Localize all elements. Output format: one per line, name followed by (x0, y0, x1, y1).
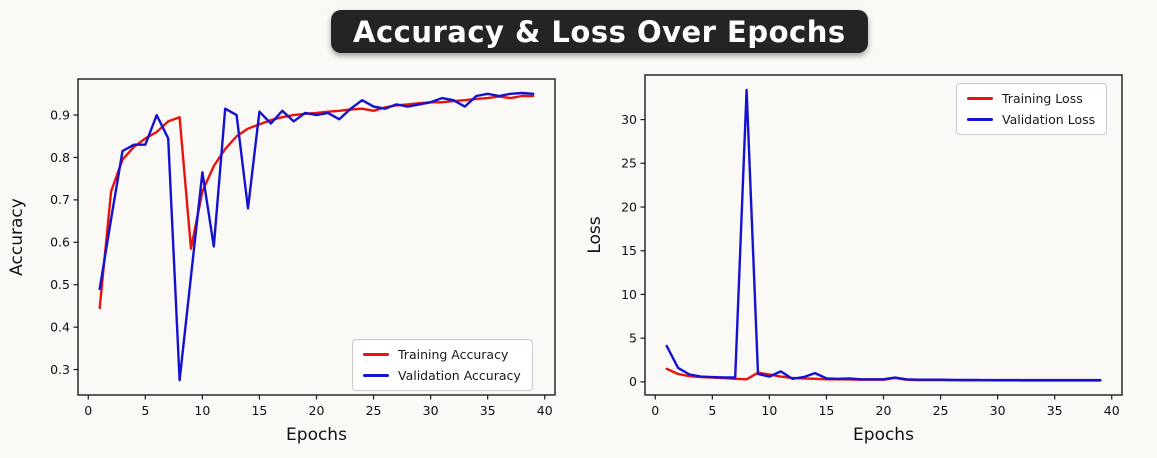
y-tick-label: 15 (621, 243, 637, 258)
y-tick-label: 25 (621, 156, 637, 171)
y-axis-label: Accuracy (7, 198, 27, 276)
y-tick-label: 0.8 (50, 150, 70, 165)
legend-label-validation-accuracy: Validation Accuracy (398, 368, 521, 383)
x-tick-label: 25 (933, 403, 949, 418)
y-tick-label: 0.5 (50, 277, 70, 292)
accuracy-legend: Training Accuracy Validation Accuracy (352, 339, 533, 391)
y-tick-label: 0.4 (50, 319, 70, 334)
x-axis-label: Epochs (853, 425, 914, 445)
y-tick-label: 5 (629, 330, 637, 345)
legend-label-training-accuracy: Training Accuracy (398, 347, 509, 362)
x-tick-label: 20 (876, 403, 892, 418)
loss-legend: Training Loss Validation Loss (956, 83, 1108, 135)
y-tick-label: 0 (629, 374, 637, 389)
x-tick-label: 5 (708, 403, 716, 418)
y-tick-label: 0.7 (50, 192, 70, 207)
x-tick-label: 15 (251, 403, 267, 418)
x-tick-label: 0 (84, 403, 92, 418)
x-tick-label: 20 (309, 403, 325, 418)
validation-loss-line-swatch (967, 118, 993, 121)
legend-label-validation-loss: Validation Loss (1002, 112, 1096, 127)
x-tick-label: 10 (761, 403, 777, 418)
legend-item-validation-loss: Validation Loss (967, 112, 1095, 127)
legend-item-training-loss: Training Loss (967, 91, 1095, 106)
x-tick-label: 30 (990, 403, 1006, 418)
legend-item-training-accuracy: Training Accuracy (363, 347, 521, 362)
y-tick-label: 10 (621, 287, 637, 302)
x-tick-label: 35 (480, 403, 496, 418)
y-tick-label: 30 (621, 112, 637, 127)
x-axis-label: Epochs (286, 425, 347, 445)
training-accuracy-line (98, 94, 535, 310)
x-tick-label: 25 (366, 403, 382, 418)
x-tick-label: 15 (818, 403, 834, 418)
x-tick-label: 40 (537, 403, 553, 418)
legend-label-training-loss: Training Loss (1002, 91, 1083, 106)
y-tick-label: 0.9 (50, 107, 70, 122)
y-axis-label: Loss (585, 216, 605, 253)
validation-accuracy-line (98, 91, 535, 382)
x-tick-label: 35 (1047, 403, 1063, 418)
x-tick-label: 10 (194, 403, 210, 418)
legend-item-validation-accuracy: Validation Accuracy (363, 368, 521, 383)
training-accuracy-line-swatch (363, 353, 389, 356)
x-tick-label: 40 (1104, 403, 1120, 418)
training-loss-line-swatch (967, 97, 993, 100)
validation-accuracy-line-swatch (363, 374, 389, 377)
y-tick-label: 0.6 (50, 235, 70, 250)
figure-title-pill: Accuracy & Loss Over Epochs (331, 10, 868, 53)
x-tick-label: 0 (651, 403, 659, 418)
y-tick-label: 0.3 (50, 362, 70, 377)
figure-title-text: Accuracy & Loss Over Epochs (353, 14, 846, 49)
y-tick-label: 20 (621, 199, 637, 214)
validation-loss-line (665, 88, 1102, 382)
x-tick-label: 5 (141, 403, 149, 418)
x-tick-label: 30 (423, 403, 439, 418)
